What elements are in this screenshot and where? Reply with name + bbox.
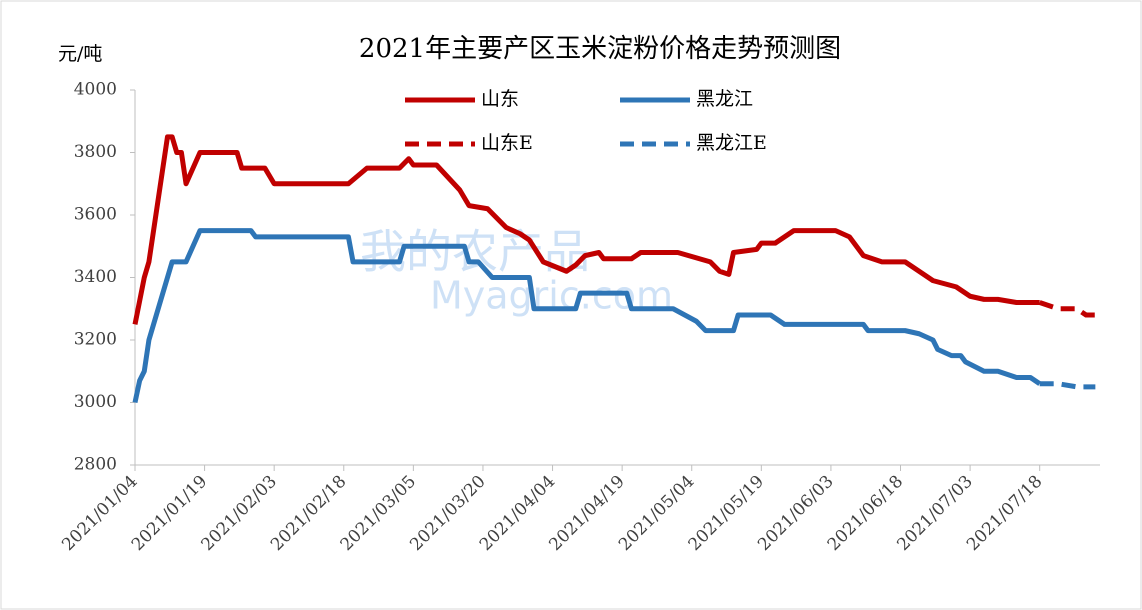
y-tick-label: 2800 <box>74 455 117 475</box>
legend-label: 黑龙江E <box>696 132 767 154</box>
line-series <box>132 228 1042 404</box>
line-series <box>1039 381 1096 390</box>
line-series <box>132 134 1040 325</box>
watermark: 我的农产品 <box>360 225 590 279</box>
legend-label: 山东E <box>481 132 533 154</box>
y-tick-label: 3600 <box>74 205 117 225</box>
line-series <box>1038 300 1096 318</box>
legend-label: 黑龙江 <box>696 88 753 110</box>
legend-label: 山东 <box>481 88 519 110</box>
y-tick-label: 3000 <box>74 392 117 412</box>
y-axis-label: 元/吨 <box>58 43 102 65</box>
y-tick-label: 3400 <box>74 267 117 287</box>
y-tick-label: 4000 <box>74 80 117 100</box>
chart-title: 2021年主要产区玉米淀粉价格走势预测图 <box>359 34 841 64</box>
y-tick-label: 3800 <box>74 142 117 162</box>
y-tick-label: 3200 <box>74 330 117 350</box>
